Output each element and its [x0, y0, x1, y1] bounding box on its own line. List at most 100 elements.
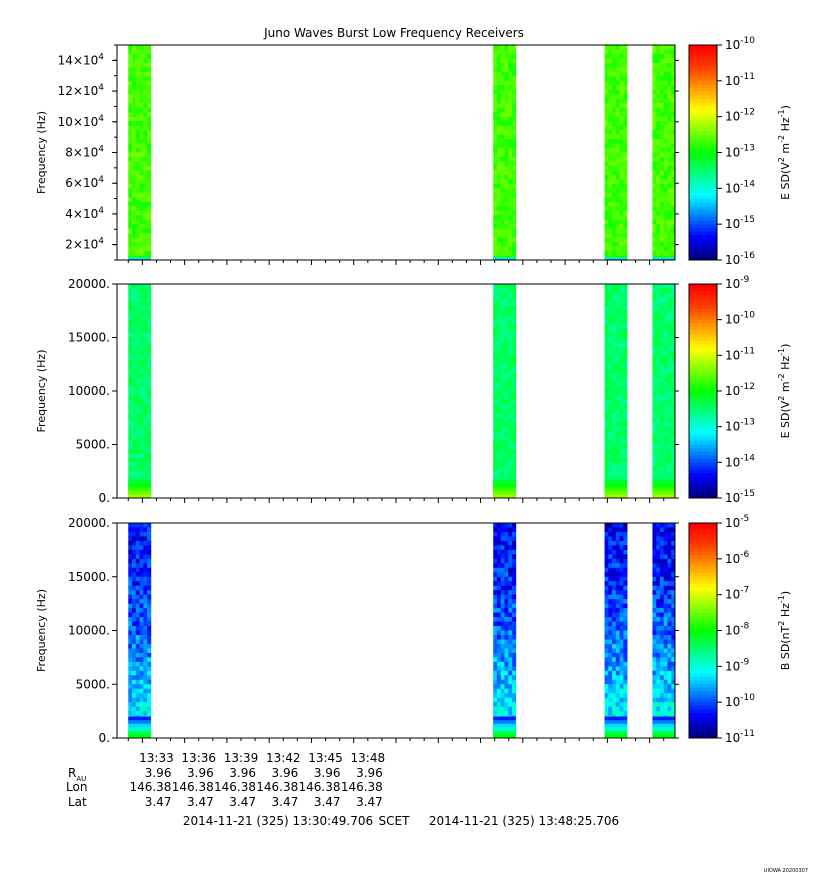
burst-4	[652, 45, 675, 260]
ephem-lon-value: 146.38	[341, 780, 383, 794]
time-tick-label: 13:39	[224, 751, 259, 765]
colorbar-tick-label: 10-14	[725, 179, 755, 195]
plot-frame	[116, 522, 676, 739]
y-tick-label: 0.	[99, 491, 110, 505]
y-tick-label: 4×104	[65, 206, 104, 221]
y-axis-label: Frequency (Hz)	[35, 589, 48, 672]
colorbar-tick-label: 10-12	[725, 382, 755, 398]
colorbar-tick-label: 10-6	[725, 550, 750, 566]
colorbar-tick-label: 10-15	[725, 489, 755, 505]
colorbar-label: B SD(nT2 Hz-1)	[777, 591, 792, 670]
burst-1	[128, 45, 152, 260]
colorbar-tick-label: 10-15	[725, 215, 755, 231]
colorbar-tick-label: 10-14	[725, 453, 755, 469]
time-range-end: 2014-11-21 (325) 13:48:25.706	[429, 814, 619, 828]
plot-frame	[116, 44, 676, 261]
y-tick-label: 15000.	[68, 570, 110, 584]
y-tick-label: 6×104	[65, 175, 104, 190]
burst-2	[493, 284, 517, 498]
time-tick-label: 13:36	[181, 751, 216, 765]
ephem-lon-value: 146.38	[256, 780, 298, 794]
y-tick-label: 0.	[99, 731, 110, 745]
plot-frame	[116, 283, 676, 499]
colorbar-label: E SD(V2 m-2 Hz-1)	[777, 105, 792, 200]
panel-1: 2×104 4×104 6×104 8×104 10×104 12×104 14×104 Fr…	[35, 36, 792, 267]
y-tick-label: 5000.	[76, 677, 110, 691]
y-axis-label: Frequency (Hz)	[35, 350, 48, 433]
colorbar-tick-label: 10-11	[725, 346, 755, 362]
colorbar-tick-label: 10-5	[725, 514, 749, 530]
colorbar-tick-label: 10-10	[725, 693, 755, 709]
colorbar-label: E SD(V2 m-2 Hz-1)	[777, 344, 792, 439]
colorbar-tick-label: 10-11	[725, 729, 755, 745]
burst-1	[128, 284, 152, 498]
y-tick-label: 10000.	[68, 384, 110, 398]
y-tick-label: 15000.	[68, 331, 110, 345]
ephem-lat-value: 3.47	[187, 795, 214, 809]
y-tick-label: 12×104	[58, 83, 105, 98]
ephem-lon-value: 146.38	[129, 780, 171, 794]
burst-3	[604, 45, 628, 260]
colorbar-tick-label: 10-10	[725, 311, 755, 327]
ephem-lat-value: 3.47	[145, 795, 172, 809]
colorbar-tick-label: 10-13	[725, 418, 755, 434]
ephem-r-value: 3.96	[145, 766, 172, 780]
ephem-lon-value: 146.38	[172, 780, 214, 794]
time-tick-label: 13:48	[351, 751, 386, 765]
y-tick-label: 5000.	[76, 438, 110, 452]
time-tick-label: 13:42	[266, 751, 301, 765]
colorbar-tick-label: 10-13	[725, 144, 755, 160]
burst-group	[128, 284, 675, 498]
time-tick-label: 13:45	[308, 751, 343, 765]
colorbar-tick-label: 10-9	[725, 657, 750, 673]
ephemeris-table: 3.96146.383.473.96146.383.473.96146.383.…	[66, 766, 383, 809]
time-range-label: SCET	[379, 814, 411, 828]
y-tick-label: 20000.	[68, 516, 110, 530]
colorbar-3: 10-5 10-6 10-7 10-8 10-9 10-10 10-11 B SD(nT2 H…	[688, 514, 792, 745]
burst-3	[604, 284, 628, 498]
ephem-lat-value: 3.47	[229, 795, 256, 809]
figure-title: Juno Waves Burst Low Frequency Receivers	[263, 26, 524, 40]
time-range-start: 2014-11-21 (325) 13:30:49.706	[183, 814, 373, 828]
ephem-lon-label: Lon	[66, 780, 87, 794]
colorbar-tick-label: 10-10	[725, 36, 755, 52]
ephem-lat-value: 3.47	[356, 795, 383, 809]
colorbar-tick-label: 10-7	[725, 586, 749, 602]
ephem-r-value: 3.96	[272, 766, 299, 780]
y-tick-label: 2×104	[65, 237, 104, 252]
colorbar-2: 10-9 10-10 10-11 10-12 10-13 10-14 10-15 E SD(V…	[688, 275, 792, 505]
ephem-lat-label: Lat	[68, 795, 87, 809]
y-axis-label: Frequency (Hz)	[35, 111, 48, 194]
colorbar-tick-label: 10-16	[725, 251, 755, 267]
ephem-lon-value: 146.38	[214, 780, 256, 794]
panels: 2×104 4×104 6×104 8×104 10×104 12×104 14×104 Fr…	[35, 36, 792, 745]
burst-group	[128, 45, 675, 260]
ephem-lon-value: 146.38	[299, 780, 341, 794]
burst-4	[652, 523, 675, 738]
y-tick-label: 10×104	[58, 114, 105, 129]
panel-3: 0. 5000. 10000. 15000. 20000. Frequency (Hz) 1…	[35, 514, 792, 745]
ephem-lat-value: 3.47	[272, 795, 299, 809]
burst-4	[652, 284, 675, 498]
panel-2: 0. 5000. 10000. 15000. 20000. Frequency (Hz) 1…	[35, 275, 792, 505]
ephem-lat-value: 3.47	[314, 795, 341, 809]
colorbar-tick-label: 10-9	[725, 275, 750, 291]
colorbar-tick-label: 10-12	[725, 108, 755, 124]
ephem-r-value: 3.96	[187, 766, 214, 780]
ephem-r-value: 3.96	[356, 766, 383, 780]
colorbar-tick-label: 10-8	[725, 622, 750, 638]
colorbar-tick-label: 10-11	[725, 72, 755, 88]
burst-2	[493, 523, 517, 738]
colorbar-1: 10-10 10-11 10-12 10-13 10-14 10-15 10-16 E SD(…	[688, 36, 792, 267]
y-tick-label: 20000.	[68, 277, 110, 291]
time-axis: 13:33 13:36 13:39 13:42 13:45 13:48	[139, 751, 385, 765]
burst-2	[493, 45, 517, 260]
burst-3	[604, 523, 628, 738]
y-tick-label: 10000.	[68, 624, 110, 638]
ephem-r-value: 3.96	[314, 766, 341, 780]
footer-credit: UIOWA 20200307	[764, 868, 808, 874]
ephem-r-value: 3.96	[229, 766, 256, 780]
burst-group	[128, 523, 675, 738]
time-tick-label: 13:33	[139, 751, 174, 765]
